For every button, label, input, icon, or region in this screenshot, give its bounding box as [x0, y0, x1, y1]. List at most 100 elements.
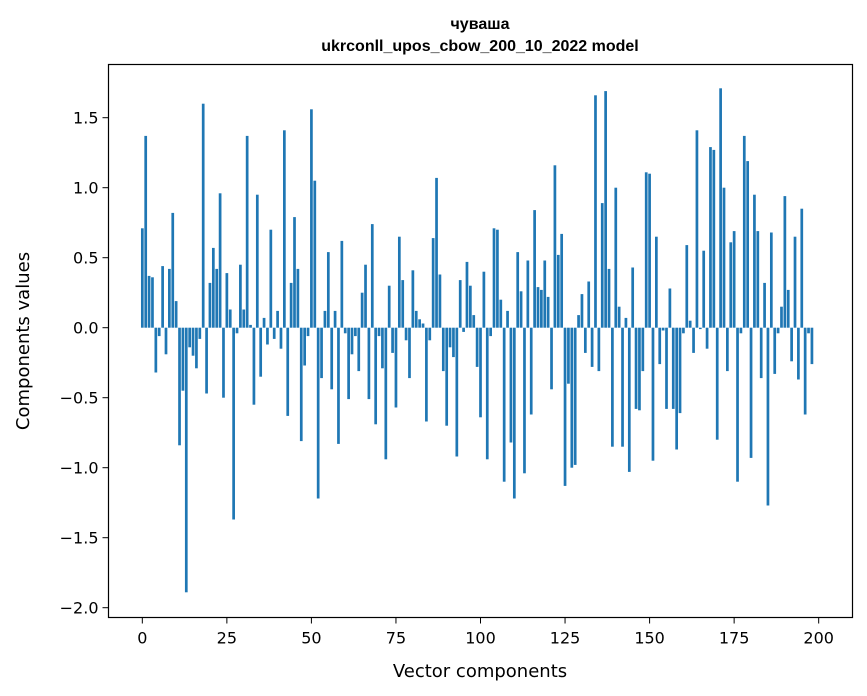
bar-4	[154, 327, 158, 373]
bar-171	[719, 88, 722, 328]
bar-103	[489, 327, 492, 337]
bar-71	[381, 327, 384, 369]
bar-116	[533, 210, 536, 328]
y-axis-ticks: −2.0 −1.5 −1.0 −0.5 0.0 0.5 1.0 1.5	[60, 109, 109, 618]
bar-101	[482, 271, 486, 328]
bar-40	[276, 310, 279, 328]
bar-19	[205, 327, 208, 394]
x-tick-label: 100	[465, 629, 496, 648]
bar-89	[441, 327, 445, 372]
y-tick-label: −1.5	[60, 529, 99, 548]
bar-48	[303, 327, 306, 366]
bar-80	[411, 270, 415, 328]
bar-179	[746, 161, 750, 328]
bar-130	[580, 294, 584, 328]
bar-63	[354, 327, 357, 337]
bar-23	[218, 193, 222, 328]
bar-20	[208, 282, 212, 328]
bar-123	[556, 254, 560, 328]
bar-117	[536, 287, 540, 328]
bar-13	[184, 327, 188, 593]
x-axis-ticks: 0 25 50 75 100 125 150 175 200	[137, 617, 834, 648]
bar-102	[485, 327, 489, 460]
bar-141	[617, 306, 621, 328]
bar-142	[621, 327, 624, 447]
bar-57	[333, 310, 337, 328]
bar-39	[272, 327, 276, 339]
bar-198	[810, 327, 814, 365]
bar-9	[171, 212, 175, 328]
bar-158	[675, 327, 678, 450]
bar-68	[370, 224, 374, 328]
bar-118	[540, 289, 543, 328]
bar-66	[364, 264, 367, 328]
bar-95	[462, 327, 465, 332]
bar-34	[255, 194, 259, 328]
bar-28	[235, 327, 239, 334]
y-tick-label: −0.5	[60, 389, 99, 408]
bar-138	[607, 268, 611, 328]
bar-136	[600, 203, 604, 328]
bar-175	[732, 231, 736, 328]
bar-190	[783, 196, 787, 328]
bar-159	[678, 327, 682, 414]
bar-110	[512, 327, 516, 499]
bar-109	[509, 327, 513, 443]
bar-44	[289, 282, 293, 328]
bar-150	[648, 173, 651, 328]
bar-81	[414, 310, 418, 328]
x-tick-label: 175	[719, 629, 750, 648]
bar-30	[242, 309, 246, 328]
bar-7	[164, 327, 168, 355]
bar-53	[320, 327, 323, 379]
bar-126	[567, 327, 570, 384]
bar-61	[347, 327, 350, 400]
bar-16	[195, 327, 198, 369]
bar-151	[651, 327, 655, 461]
bar-144	[627, 327, 631, 472]
bar-165	[698, 327, 702, 330]
bar-5	[157, 327, 161, 337]
y-tick-label: −1.0	[60, 459, 99, 478]
bar-98	[472, 315, 476, 328]
bar-25	[225, 273, 229, 328]
bar-84	[425, 327, 428, 422]
chart-title: чуваша	[451, 16, 510, 33]
bar-27	[232, 327, 235, 520]
bar-124	[560, 233, 564, 328]
bar-86	[431, 238, 435, 328]
x-tick-label: 0	[137, 629, 147, 648]
y-tick-label: 0.0	[73, 319, 98, 338]
bar-135	[597, 327, 601, 372]
bar-195	[800, 208, 804, 328]
bar-152	[655, 236, 658, 328]
bar-36	[262, 317, 266, 328]
bar-128	[573, 327, 577, 465]
bar-67	[367, 327, 371, 400]
bar-166	[702, 250, 706, 328]
bar-21	[211, 247, 215, 328]
bar-58	[337, 327, 340, 444]
bar-156	[668, 288, 672, 328]
bar-92	[452, 327, 455, 358]
bar-47	[299, 327, 303, 442]
bar-59	[340, 240, 344, 328]
bar-6	[161, 266, 164, 328]
bar-72	[384, 327, 388, 460]
y-tick-label: 1.0	[73, 179, 98, 198]
bar-127	[570, 327, 574, 468]
chart-subtitle: ukrconll_upos_cbow_200_10_2022 model	[321, 38, 638, 55]
bar-0	[140, 228, 144, 328]
bar-8	[168, 268, 171, 328]
bar-155	[665, 327, 668, 409]
bar-146	[634, 327, 638, 409]
bar-75	[394, 327, 398, 408]
bar-168	[709, 147, 712, 328]
bar-140	[614, 187, 618, 328]
x-tick-label: 200	[803, 629, 834, 648]
y-tick-label: 1.5	[73, 109, 98, 128]
bar-167	[705, 327, 709, 349]
bar-87	[435, 177, 438, 328]
bar-85	[428, 327, 432, 341]
